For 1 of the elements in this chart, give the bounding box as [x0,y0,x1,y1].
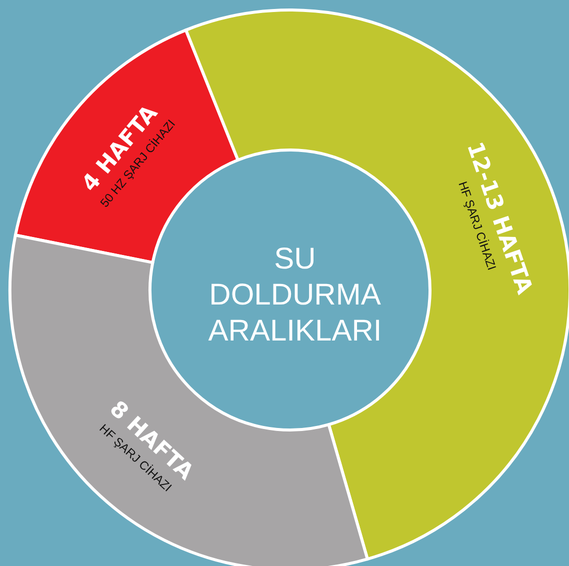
text: SU DOLDURMA ARALIKLARI [208,242,382,348]
